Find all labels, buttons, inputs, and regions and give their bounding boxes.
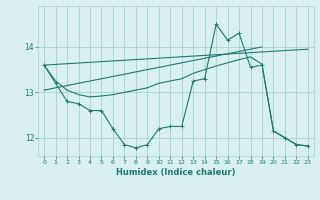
- X-axis label: Humidex (Indice chaleur): Humidex (Indice chaleur): [116, 168, 236, 177]
